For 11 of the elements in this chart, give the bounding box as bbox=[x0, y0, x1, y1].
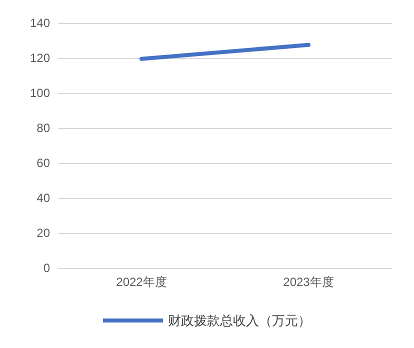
y-tick-label: 60 bbox=[36, 156, 50, 170]
y-tick-label: 100 bbox=[30, 86, 50, 100]
y-tick-label: 20 bbox=[36, 226, 50, 240]
x-tick-label: 2023年度 bbox=[283, 275, 334, 289]
y-tick-label: 140 bbox=[30, 16, 50, 30]
y-tick-label: 40 bbox=[36, 191, 50, 205]
legend-label: 财政拨款总收入（万元） bbox=[168, 313, 311, 328]
y-tick-label: 0 bbox=[43, 261, 50, 275]
y-tick-label: 80 bbox=[36, 121, 50, 135]
y-tick-label: 120 bbox=[30, 51, 50, 65]
x-tick-label: 2022年度 bbox=[116, 275, 167, 289]
